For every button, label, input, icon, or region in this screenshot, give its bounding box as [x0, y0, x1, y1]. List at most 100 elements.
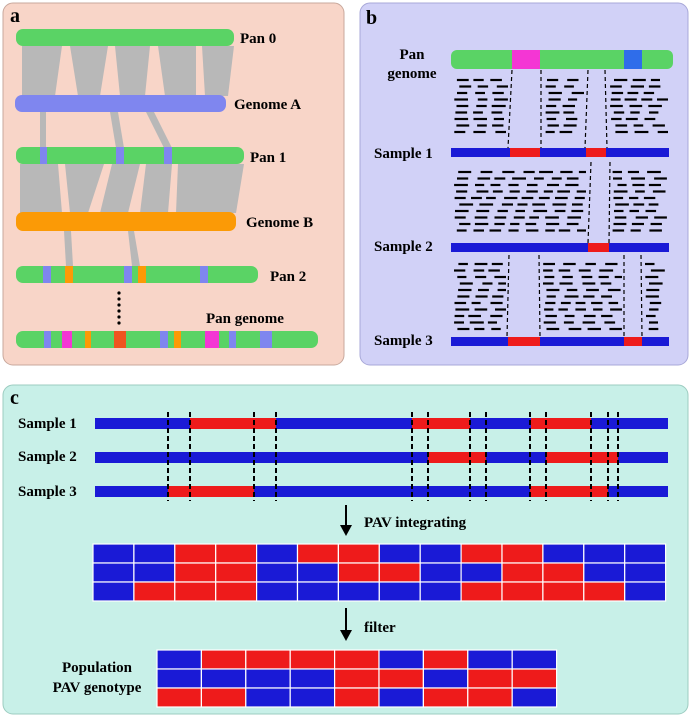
matrix-cell — [174, 543, 217, 564]
matrix-cell — [378, 562, 421, 583]
matrix-cell — [296, 581, 340, 602]
matrix-cell — [460, 581, 503, 602]
c-sample1-bar — [95, 418, 668, 429]
matrix-cell — [511, 668, 558, 689]
matrix-cell — [256, 581, 299, 602]
matrix-cell — [337, 581, 380, 602]
matrix-cell — [460, 543, 503, 564]
matrix-cell — [583, 543, 626, 564]
pan1-label: Pan 1 — [250, 150, 286, 166]
c-sample3-label: Sample 3 — [18, 484, 77, 500]
pan-genome-label-line2: genome — [387, 66, 436, 82]
matrix-cell — [542, 562, 585, 583]
matrix-cell — [334, 668, 380, 689]
panel-c: c Sample 1 Sample 2 Sample 3 — [2, 384, 689, 715]
matrix-cell — [422, 687, 469, 708]
matrix-cell — [511, 687, 558, 708]
b-pan-genome-bar — [451, 50, 673, 69]
pan2-insert — [138, 266, 146, 283]
pan1-insert — [164, 147, 172, 164]
matrix-cell — [200, 687, 247, 708]
matrix-cell — [289, 668, 336, 689]
matrix-cell — [378, 543, 421, 564]
matrix-cell — [215, 581, 258, 602]
pan1-bar — [16, 147, 244, 164]
matrix-cell — [296, 562, 340, 583]
matrix-cell — [174, 581, 217, 602]
pav-matrix-integrated — [92, 543, 667, 602]
matrix-cell — [542, 581, 585, 602]
matrix-cell — [419, 581, 462, 602]
matrix-cell — [419, 543, 462, 564]
matrix-cell — [133, 562, 176, 583]
alignment-ribbons — [20, 46, 244, 266]
matrix-cell — [92, 562, 135, 583]
matrix-cell — [215, 562, 258, 583]
c-sample3-bar — [95, 486, 668, 497]
pan1-insert — [116, 147, 124, 164]
genome-b-bar — [16, 212, 236, 231]
matrix-cell — [245, 687, 291, 708]
matrix-cell — [337, 543, 380, 564]
pan2-bar — [16, 266, 258, 283]
matrix-cell — [200, 649, 247, 670]
c-sample2-label: Sample 2 — [18, 449, 77, 465]
matrix-cell — [92, 543, 135, 564]
pan-genome-label-line1: Pan — [399, 47, 425, 63]
c-dashed-lines — [167, 412, 619, 501]
b-sample3-label: Sample 3 — [374, 333, 433, 349]
b-sample1-bar — [451, 148, 669, 157]
panel-b-letter: b — [366, 7, 377, 29]
pan1-insert — [40, 147, 47, 164]
matrix-cell — [296, 543, 340, 564]
panel-a-letter: a — [10, 5, 20, 27]
matrix-cell — [215, 543, 258, 564]
matrix-cell — [256, 543, 299, 564]
matrix-cell — [133, 543, 176, 564]
c-sample2-bar — [95, 452, 668, 463]
matrix-cell — [133, 581, 176, 602]
pan2-insert — [200, 266, 208, 283]
step-filter-label: filter — [364, 620, 396, 636]
matrix-cell — [245, 649, 291, 670]
b-sample1-label: Sample 1 — [374, 146, 433, 162]
matrix-cell — [501, 543, 544, 564]
matrix-cell — [289, 649, 336, 670]
matrix-cell — [422, 668, 469, 689]
arrow-filter — [340, 608, 352, 641]
matrix-cell — [337, 562, 380, 583]
matrix-cell — [624, 581, 667, 602]
pan-genome-label: Pan genome — [206, 311, 284, 327]
pan2-label: Pan 2 — [270, 269, 306, 285]
b-sample3-bar — [451, 337, 669, 346]
matrix-cell — [92, 581, 135, 602]
pan2-insert — [43, 266, 51, 283]
matrix-cell — [501, 562, 544, 583]
panel-c-letter: c — [10, 387, 19, 409]
genome-b-label: Genome B — [246, 215, 313, 231]
panel-a: a Pan 0 Genome A — [2, 2, 345, 366]
matrix-cell — [511, 649, 558, 670]
matrix-cell — [174, 562, 217, 583]
matrix-cell — [378, 581, 421, 602]
matrix-cell — [200, 668, 247, 689]
genome-a-label: Genome A — [234, 97, 301, 113]
matrix-cell — [334, 687, 380, 708]
matrix-cell — [378, 687, 425, 708]
b-sample2-bar — [451, 243, 669, 252]
matrix-cell — [542, 543, 585, 564]
matrix-cell — [419, 562, 462, 583]
arrow-pav-integrating — [340, 505, 352, 536]
c-sample1-label: Sample 1 — [18, 416, 77, 432]
population-label-line2: PAV genotype — [53, 680, 142, 696]
pan0-bar — [16, 29, 234, 46]
pan2-insert — [65, 266, 73, 283]
matrix-cell — [245, 668, 291, 689]
pan2-insert — [124, 266, 132, 283]
matrix-cell — [422, 649, 469, 670]
genome-a-bar — [15, 95, 226, 112]
matrix-cell — [467, 649, 513, 670]
matrix-cell — [467, 668, 513, 689]
matrix-cell — [378, 649, 425, 670]
pan0-label: Pan 0 — [240, 31, 276, 47]
